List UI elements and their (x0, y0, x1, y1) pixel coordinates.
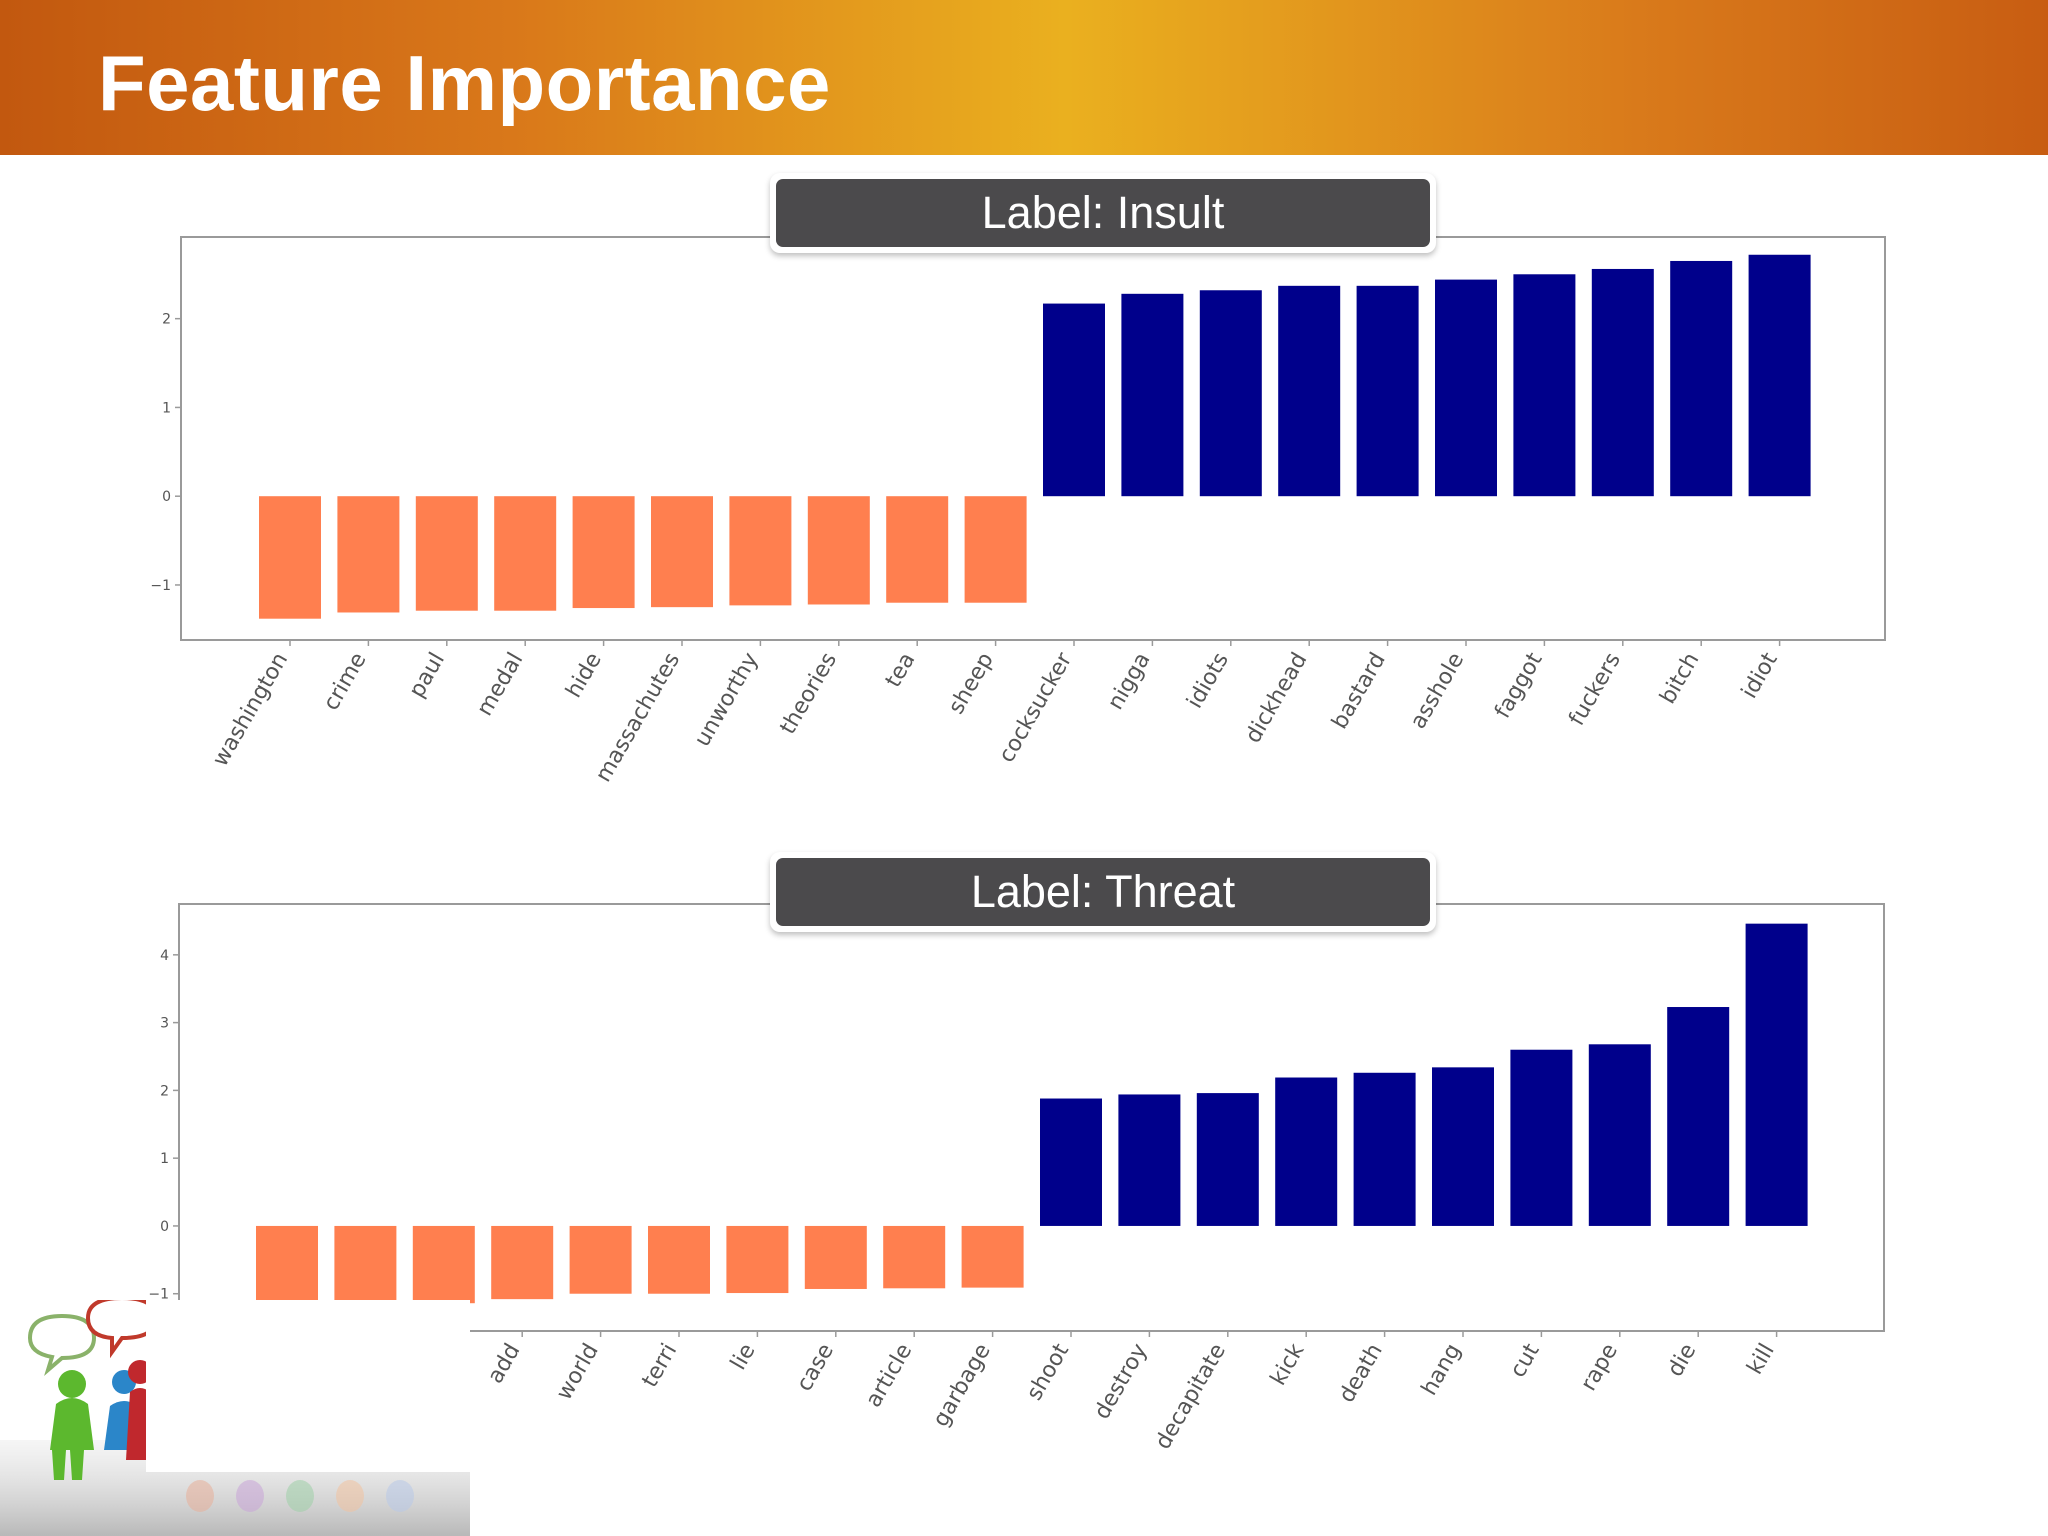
bar-garbage (961, 1225, 1024, 1288)
x-tick-label: world (552, 1340, 604, 1405)
bar-die (1667, 1007, 1730, 1226)
bar-nigga (1121, 293, 1184, 497)
chart-title-insult-text: Label: Insult (776, 179, 1430, 247)
x-tick-label: die (1663, 1340, 1701, 1382)
bar-hide (572, 496, 635, 609)
bar-theories (807, 496, 870, 605)
bar-add (491, 1225, 554, 1300)
bar-women (334, 1225, 397, 1305)
x-tick-label: rape (1576, 1340, 1623, 1396)
bar-shoot (1040, 1098, 1102, 1226)
x-tick-label: destroy (1090, 1340, 1153, 1424)
bar-idiot (1748, 254, 1811, 497)
x-tick-label: article (861, 1340, 917, 1412)
bar-bitch (1670, 260, 1733, 497)
bar-unworthy (729, 496, 792, 606)
x-tick-label: case (792, 1340, 839, 1396)
bar-washington (259, 496, 321, 619)
slide-header: Feature Importance (0, 0, 2048, 155)
x-tick-label: kill (1743, 1340, 1780, 1379)
chart-title-insult: Label: Insult (770, 173, 1436, 253)
bar-massachutes (651, 496, 713, 608)
bar-cut (1510, 1049, 1573, 1226)
y-tick-label: 0 (160, 1219, 169, 1235)
bar-death (1353, 1072, 1416, 1226)
y-tick-label: 3 (160, 1016, 169, 1032)
y-tick-label: −1 (148, 1287, 169, 1303)
y-tick-label: 2 (160, 1083, 169, 1099)
bar-destroy (1118, 1094, 1181, 1226)
chart-title-threat-text: Label: Threat (776, 858, 1430, 926)
x-tick-label: garbage (928, 1340, 995, 1432)
bar-paul (415, 496, 478, 611)
y-tick-label: 2 (162, 312, 171, 328)
bar-fuckers (1591, 268, 1654, 497)
x-tick-label: death (1334, 1340, 1387, 1408)
bar-medal (494, 496, 557, 611)
bar-dickhead (1278, 285, 1341, 497)
bar-sheep (964, 496, 1027, 603)
bar-bastard (1356, 285, 1419, 497)
bar-hang (1432, 1067, 1494, 1226)
bar-case (804, 1225, 867, 1289)
bar-kick (1275, 1077, 1338, 1226)
x-tick-label: cut (1506, 1339, 1545, 1382)
y-tick-label: 1 (162, 400, 171, 416)
bar-lie (726, 1225, 789, 1294)
bar-grandma (412, 1225, 475, 1304)
y-tick-label: 0 (162, 489, 171, 505)
y-tick-label: 1 (160, 1151, 169, 1167)
bar-painful (256, 1225, 318, 1309)
bar-article (883, 1225, 946, 1289)
slide-title: Feature Importance (98, 39, 831, 127)
bar-asshole (1435, 279, 1497, 497)
x-tick-label: kick (1266, 1339, 1310, 1390)
x-tick-label: add (483, 1340, 525, 1388)
x-tick-label: hang (1417, 1340, 1466, 1400)
x-tick-label: decapitate (1151, 1340, 1231, 1454)
x-tick-label: terri (638, 1340, 683, 1392)
bar-world (569, 1225, 632, 1294)
bar-terri (648, 1225, 710, 1294)
x-tick-label: lie (726, 1340, 761, 1375)
x-tick-label: shoot (1022, 1339, 1074, 1405)
chart-title-threat: Label: Threat (770, 852, 1436, 932)
bar-decapitate (1196, 1093, 1259, 1226)
bar-cocksucker (1043, 303, 1105, 497)
bar-rape (1588, 1044, 1651, 1226)
y-tick-label: −1 (150, 578, 171, 594)
bar-idiots (1199, 290, 1262, 497)
bar-tea (886, 496, 949, 603)
bar-kill (1745, 923, 1808, 1226)
deco-mask (146, 1300, 470, 1472)
y-tick-label: 4 (160, 948, 169, 964)
bar-crime (337, 496, 400, 613)
bar-faggot (1513, 274, 1576, 497)
